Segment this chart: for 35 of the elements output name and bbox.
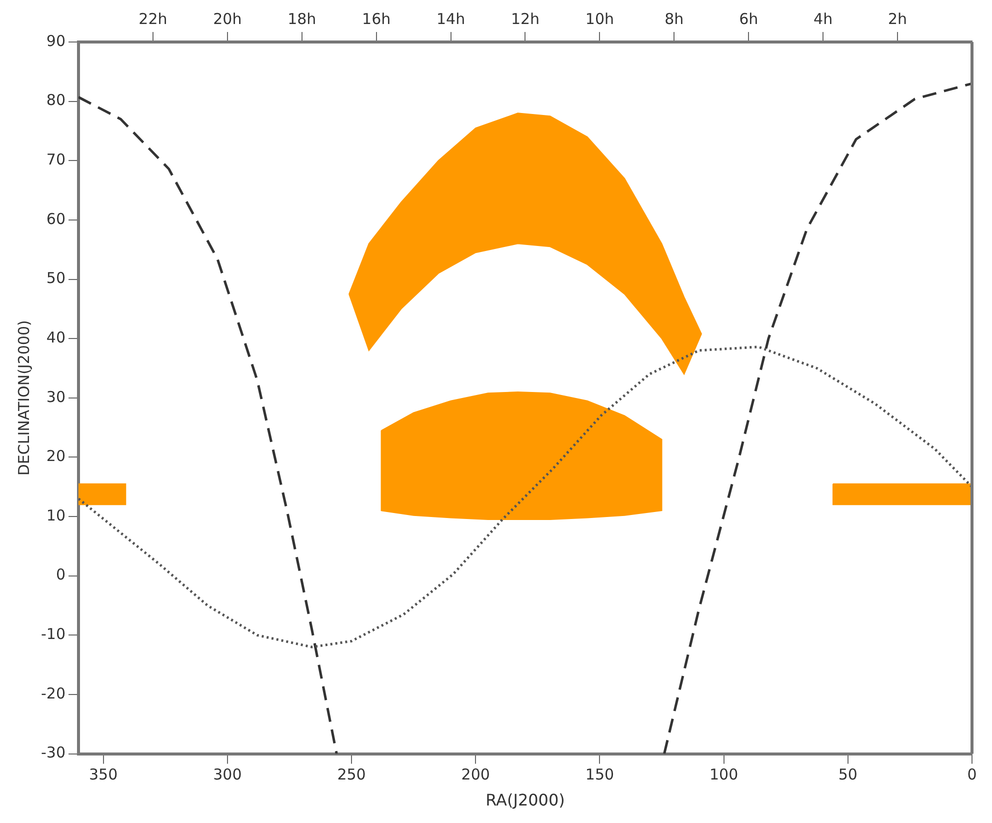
y-axis-title: DECLINATION(J2000) (14, 320, 33, 476)
x2-tick-label: 16h (362, 10, 391, 28)
x2-tick-label: 18h (288, 10, 316, 28)
x2-tick-label: 14h (436, 10, 466, 28)
y-tick-label: 10 (46, 506, 66, 524)
x-tick-label: 250 (337, 766, 366, 784)
y-tick-label: 20 (46, 447, 66, 466)
y-tick-label: 0 (56, 566, 66, 584)
x2-tick-label: 2h (888, 10, 908, 28)
y-tick-label: 90 (46, 32, 66, 50)
y-tick-label: 70 (46, 150, 66, 169)
y-tick-label: 80 (46, 91, 66, 110)
x-tick-label: 150 (585, 766, 614, 784)
y-tick-label: 60 (46, 210, 66, 228)
y-tick-label: -20 (41, 684, 66, 702)
line-series (78, 346, 972, 648)
x2-tick-label: 10h (585, 10, 614, 28)
y-tick-label: 30 (46, 388, 66, 406)
x-tick-label: 300 (213, 766, 242, 784)
x2-tick-label: 8h (664, 10, 684, 28)
x2-tick-label: 12h (510, 10, 540, 28)
y-tick-label: -30 (41, 744, 66, 762)
x-tick-label: 0 (967, 766, 977, 784)
y-tick-label: 50 (46, 269, 66, 288)
x-tick-label: 350 (89, 766, 118, 784)
x-tick-label: 200 (461, 766, 490, 784)
x2-tick-label: 6h (739, 10, 758, 28)
x-axis-title: RA(J2000) (486, 790, 565, 810)
y-tick-label: 40 (46, 328, 66, 346)
x2-tick-label: 20h (213, 10, 242, 28)
x2-tick-label: 22h (138, 10, 168, 28)
y-tick-label: -10 (41, 625, 66, 644)
x-tick-label: 50 (838, 766, 858, 784)
x-tick-label: 100 (709, 766, 738, 784)
x2-tick-label: 4h (814, 10, 833, 28)
